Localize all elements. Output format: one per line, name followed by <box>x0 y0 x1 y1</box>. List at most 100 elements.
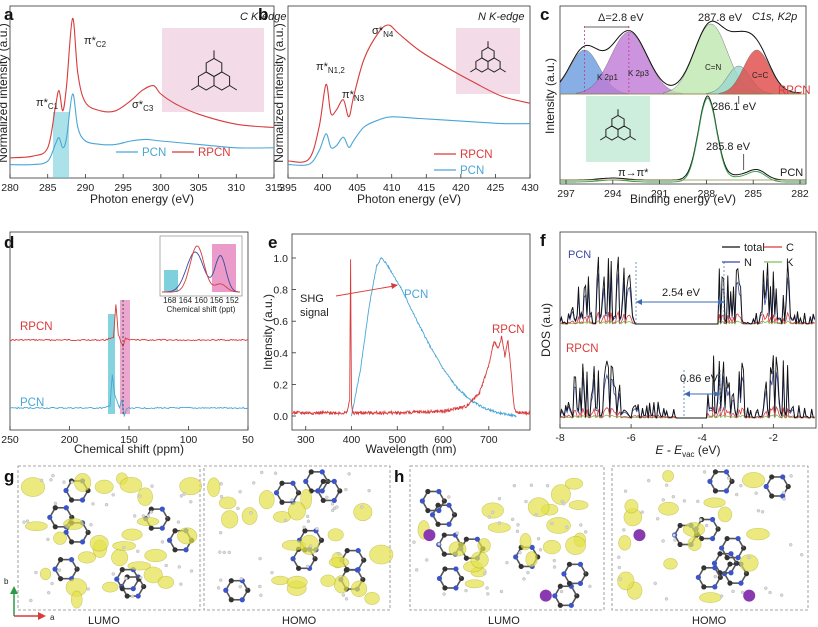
orbG2-hydrogen <box>308 544 313 548</box>
molA-bond-left <box>190 85 199 91</box>
legend-label-pcn-a: PCN <box>142 147 166 159</box>
orbH2-atom <box>707 478 713 484</box>
orbH2-hydrogen <box>719 594 724 598</box>
orbG1-atom <box>183 547 189 553</box>
orbH1-hydrogen <box>442 592 446 596</box>
orbH1-hydrogen <box>538 548 543 552</box>
orbG1-atom <box>172 528 178 534</box>
plot-frame-e <box>291 233 531 431</box>
peak-label-cc: C=C <box>752 71 768 80</box>
xd-tick-label-4: 50 <box>242 434 254 446</box>
orbH1-hydrogen <box>562 502 566 506</box>
dos-k-rpcn <box>560 414 815 419</box>
orbH1-atom <box>577 561 584 567</box>
orbG1-atom <box>159 506 165 512</box>
orbG1-hydrogen <box>179 582 183 586</box>
orbH2-atom <box>769 493 775 499</box>
xc-tick-label-1: 294 <box>604 188 622 200</box>
y-axis-label-f: DOS (a.u) <box>539 303 553 357</box>
orbG1-hydrogen <box>70 480 74 484</box>
orbG2-hydrogen <box>273 471 278 475</box>
orbH2-hydrogen <box>768 590 772 595</box>
orbG1-hydrogen <box>47 591 51 595</box>
orbH2-atom <box>769 474 775 480</box>
orbG1-hydrogen <box>164 563 168 568</box>
orbH1-atom <box>577 580 584 586</box>
y-axis-label-a: Normalized intensity (a.u.) <box>0 23 10 162</box>
panel-g: g LUMO HOMO b a <box>4 465 394 627</box>
plot-area-e <box>292 256 530 418</box>
orbG1-hydrogen <box>104 503 109 507</box>
orbH1-lobe <box>519 533 532 551</box>
orbG1-lobe <box>111 549 129 567</box>
orbH2-hydrogen <box>782 497 786 501</box>
orbG2-lobe <box>300 488 313 510</box>
orbG1-atom <box>148 506 154 512</box>
orbH2-lobe <box>717 506 733 523</box>
orbH2-hydrogen <box>760 510 765 514</box>
orbG1-atom <box>135 593 141 599</box>
orbH1-hydrogen <box>464 588 468 593</box>
orbG1-hydrogen <box>160 540 165 544</box>
orbG1-atom <box>47 514 53 520</box>
dos-total-pcn <box>560 256 816 325</box>
orbG2-lobe <box>320 574 336 587</box>
plot-frame-f <box>559 231 817 429</box>
orbH2-atom <box>721 571 728 577</box>
panel-letter-e: e <box>268 233 277 252</box>
orbG1-hydrogen <box>111 493 115 497</box>
orbital-homo-g <box>207 469 394 605</box>
orbG2-hydrogen <box>337 551 341 556</box>
legend-label-rpcn-b: RPCN <box>460 149 493 161</box>
orbH1-hydrogen <box>483 571 487 575</box>
xa-tick-label-6: 310 <box>228 182 246 194</box>
molA-bond-right <box>229 85 238 91</box>
orbH1-atom <box>446 521 452 527</box>
orbH1-atom <box>442 566 448 572</box>
legend-label-rpcn-c: RPCN <box>778 85 811 97</box>
orbH2-lobe <box>663 558 678 570</box>
orbG1-hydrogen <box>49 478 53 482</box>
orbG2-atom <box>228 578 234 584</box>
orbG1-atom <box>68 497 75 503</box>
orbH1-hydrogen <box>437 542 441 546</box>
orbH2-hydrogen <box>726 476 731 480</box>
xe-tick-label-2: 500 <box>389 434 407 446</box>
xd-tick-label-2: 150 <box>120 434 138 446</box>
inset-tick-label-0: 168 <box>163 296 177 305</box>
xa-tick-label-7: 315 <box>265 182 283 194</box>
orbG2-lobe <box>241 507 258 525</box>
xb-tick-label-5: 420 <box>452 182 470 194</box>
orbG2-atom <box>273 490 280 496</box>
orbG2-atom <box>319 488 325 494</box>
orbG2-hydrogen <box>290 498 294 502</box>
orbH2-potassium-0 <box>633 529 646 542</box>
orbH1-lobe <box>551 484 571 505</box>
orbG2-hydrogen <box>259 593 263 597</box>
orbG1-lobe <box>121 528 143 541</box>
xb-tick-label-4: 415 <box>418 182 436 194</box>
inset-tick-label-4: 152 <box>226 296 240 305</box>
annotation-sigma-n4: σ*N4 <box>372 25 394 39</box>
shg-arrow <box>335 285 395 297</box>
xc-tick-label-5: 282 <box>791 188 809 200</box>
legend-label-n: N <box>744 257 752 269</box>
orbG1-lobe <box>20 477 46 497</box>
orbG2-atom <box>279 480 285 486</box>
orbG2-hydrogen <box>344 597 349 601</box>
orbH2-hydrogen <box>664 597 669 601</box>
orbH2-hydrogen <box>702 470 707 474</box>
peak-label-k2p1: K 2p1 <box>597 73 618 82</box>
orbH2-hydrogen <box>789 543 793 547</box>
orbH2-atom <box>712 565 718 571</box>
orbH2-hydrogen <box>764 586 768 590</box>
orbG1-atom <box>172 547 178 553</box>
orbG1-hydrogen <box>189 500 193 504</box>
legend-f: total C N K <box>722 242 794 269</box>
x-axis-label-c: Binding energy (eV) <box>630 192 736 206</box>
orbG1-hydrogen <box>62 480 66 484</box>
orbH1-atom <box>566 580 573 586</box>
orbG1-hydrogen <box>133 514 137 518</box>
orbH1-lobe <box>565 535 586 555</box>
molA-ring-2 <box>213 71 231 91</box>
